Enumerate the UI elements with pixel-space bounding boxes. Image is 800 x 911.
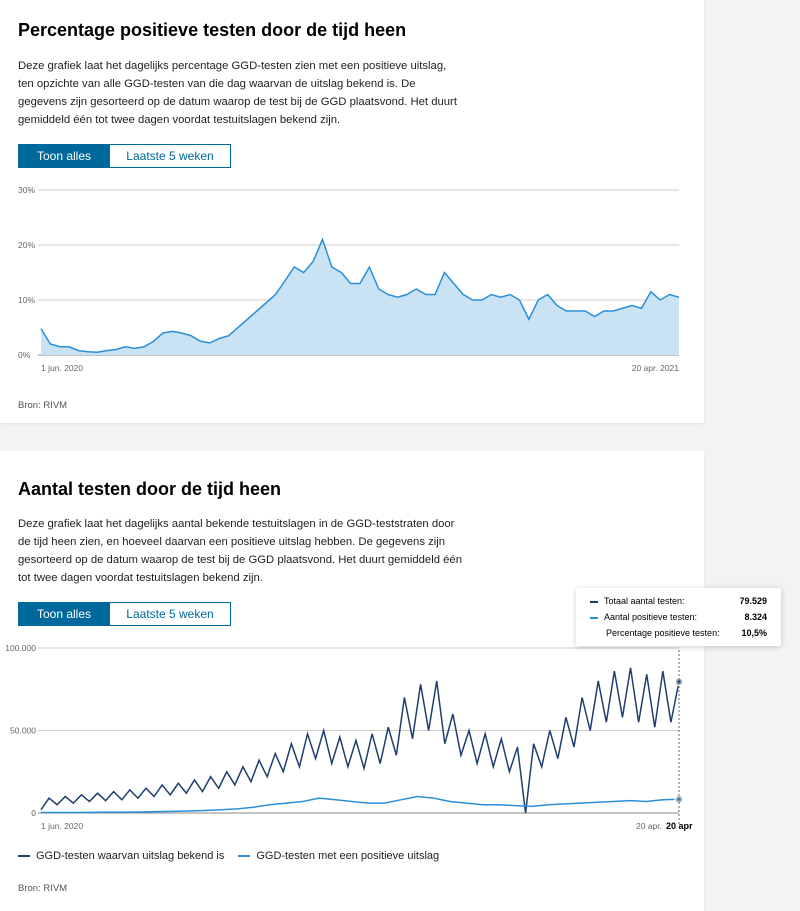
last-5-weeks-button[interactable]: Laatste 5 weken xyxy=(110,144,231,168)
tooltip-positive-value: 8.324 xyxy=(744,612,767,622)
percentage-chart[interactable]: 0% 10% 20% 30% 1 jun. 2020 20 apr. 2021 xyxy=(0,0,704,423)
tests-chart[interactable]: 0 50.000 100.000 1 jun. 2020 20 apr. 20 apr xyxy=(0,0,704,906)
x-tick-label: 20 apr. xyxy=(636,821,662,831)
x-tick-label: 1 jun. 2020 xyxy=(41,363,83,373)
tooltip-percentage-value: 10,5% xyxy=(741,628,767,638)
legend-item-positive[interactable]: GGD-testen met een positieve uitslag xyxy=(238,850,439,862)
percentage-area xyxy=(41,239,679,355)
tooltip-total-label: Totaal aantal testen: xyxy=(590,596,685,606)
section-title: Aantal testen door de tijd heen xyxy=(18,479,282,499)
last-5-weeks-button[interactable]: Laatste 5 weken xyxy=(110,602,231,626)
description: Deze grafiek laat het dagelijks percenta… xyxy=(18,60,457,126)
y-tick-label: 0% xyxy=(18,350,31,360)
range-toggle: Toon alles Laatste 5 weken xyxy=(18,602,231,626)
percentage-card: Percentage positieve testen door de tijd… xyxy=(0,0,704,423)
show-all-button[interactable]: Toon alles xyxy=(18,144,110,168)
tooltip-total-value: 79.529 xyxy=(739,596,767,606)
legend-swatch xyxy=(18,855,30,858)
series-line-positive xyxy=(41,795,680,814)
legend-item-total[interactable]: GGD-testen waarvan uitslag bekend is xyxy=(18,850,224,862)
y-tick-label: 0 xyxy=(31,808,36,818)
description: Deze grafiek laat het dagelijks aantal b… xyxy=(18,518,462,584)
tests-card: Aantal testen door de tijd heen Deze gra… xyxy=(0,451,704,911)
y-tick-label: 50.000 xyxy=(10,726,36,736)
series-line-total xyxy=(40,667,680,814)
y-tick-label: 20% xyxy=(18,240,35,250)
source: Bron: RIVM xyxy=(18,883,68,894)
y-tick-label: 30% xyxy=(18,185,35,195)
page-title: Percentage positieve testen door de tijd… xyxy=(18,20,407,40)
tooltip-positive-label: Aantal positieve testen: xyxy=(590,612,697,622)
range-toggle: Toon alles Laatste 5 weken xyxy=(18,144,231,168)
chart-tooltip: Totaal aantal testen: 79.529 Aantal posit… xyxy=(576,588,781,646)
legend-swatch xyxy=(238,855,251,858)
hover-date-label: 20 apr xyxy=(666,821,693,831)
y-tick-label: 10% xyxy=(18,295,35,305)
percentage-line xyxy=(40,237,680,354)
y-tick-label: 100.000 xyxy=(5,643,36,653)
legend: GGD-testen waarvan uitslag bekend is GGD… xyxy=(18,850,439,862)
show-all-button[interactable]: Toon alles xyxy=(18,602,110,626)
source: Bron: RIVM xyxy=(18,400,68,411)
legend-label: GGD-testen waarvan uitslag bekend is xyxy=(36,850,225,862)
hover-point-center xyxy=(677,680,681,684)
legend-label: GGD-testen met een positieve uitslag xyxy=(256,850,440,862)
x-tick-label: 20 apr. 2021 xyxy=(632,363,680,373)
tooltip-percentage-label: Percentage positieve testen: xyxy=(606,628,720,638)
x-tick-label: 1 jun. 2020 xyxy=(41,821,83,831)
